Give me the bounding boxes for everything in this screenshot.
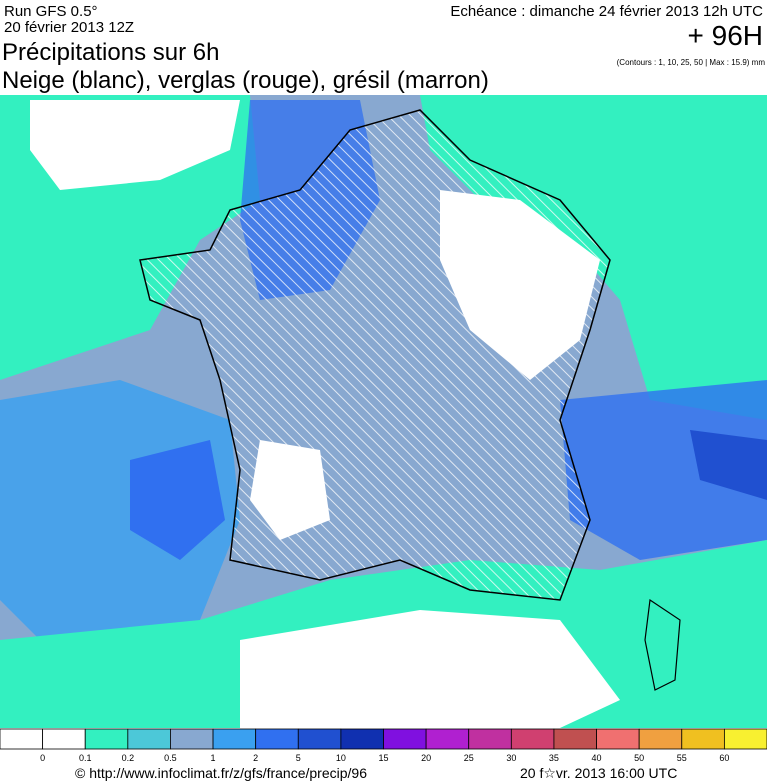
legend-swatch bbox=[425, 728, 470, 750]
legend: 0 0.1 0.2 0.5 1 2 5 10 15 20 25 30 35 40 50 55 60 bbox=[0, 728, 767, 763]
zone-heavy bbox=[560, 380, 767, 560]
legend-label: 40 bbox=[592, 753, 602, 763]
run-label: Run GFS 0.5° bbox=[4, 3, 98, 20]
zone-heavy bbox=[690, 430, 767, 500]
legend-swatch bbox=[340, 728, 384, 750]
legend-swatch bbox=[510, 728, 555, 750]
legend-label: 2 bbox=[253, 753, 258, 763]
subtitle: Neige (blanc), verglas (rouge), grésil (… bbox=[2, 67, 489, 94]
france-outline bbox=[139, 109, 611, 601]
legend-label: 1 bbox=[211, 753, 216, 763]
legend-label: 0.5 bbox=[164, 753, 177, 763]
source: © http://www.infoclimat.fr/z/gfs/france/… bbox=[75, 765, 367, 781]
legend-swatch bbox=[0, 728, 44, 750]
legend-label: 25 bbox=[464, 753, 474, 763]
legend-label: 30 bbox=[506, 753, 516, 763]
legend-label: 50 bbox=[634, 753, 644, 763]
title: Précipitations sur 6h bbox=[2, 39, 219, 66]
legend-swatch bbox=[383, 728, 427, 750]
legend-swatch bbox=[468, 728, 512, 750]
zone-dry bbox=[30, 100, 240, 190]
legend-label: 10 bbox=[336, 753, 346, 763]
legend-swatch bbox=[638, 728, 683, 750]
legend-label: 0 bbox=[40, 753, 45, 763]
legend-label: 60 bbox=[719, 753, 729, 763]
legend-label: 55 bbox=[677, 753, 687, 763]
legend-swatch bbox=[681, 728, 725, 750]
legend-label: 0.2 bbox=[122, 753, 135, 763]
legend-swatch bbox=[170, 728, 214, 750]
corsica-outline bbox=[644, 598, 681, 691]
run-date: 20 février 2013 12Z bbox=[4, 19, 134, 36]
legend-label: 5 bbox=[296, 753, 301, 763]
contours-note: (Contours : 1, 10, 25, 50 | Max : 15.9) … bbox=[617, 58, 766, 67]
zone-dry bbox=[240, 610, 620, 728]
legend-swatch bbox=[553, 728, 597, 750]
legend-swatch bbox=[84, 728, 129, 750]
lead-time: + 96H bbox=[688, 20, 764, 51]
generated-time: 20 f☆vr. 2013 16:00 UTC bbox=[520, 765, 677, 781]
legend-label: 0.1 bbox=[79, 753, 92, 763]
legend-label: 20 bbox=[421, 753, 431, 763]
legend-swatch bbox=[596, 728, 640, 750]
legend-swatch bbox=[42, 728, 86, 750]
legend-swatch bbox=[127, 728, 171, 750]
legend-label: 15 bbox=[378, 753, 388, 763]
legend-swatch bbox=[723, 728, 767, 750]
legend-label: 35 bbox=[549, 753, 559, 763]
zone-heavy bbox=[130, 440, 225, 560]
legend-swatch bbox=[255, 728, 299, 750]
map bbox=[0, 95, 767, 728]
legend-swatch bbox=[212, 728, 257, 750]
legend-swatch bbox=[297, 728, 342, 750]
deadline: Echéance : dimanche 24 février 2013 12h … bbox=[450, 3, 763, 20]
